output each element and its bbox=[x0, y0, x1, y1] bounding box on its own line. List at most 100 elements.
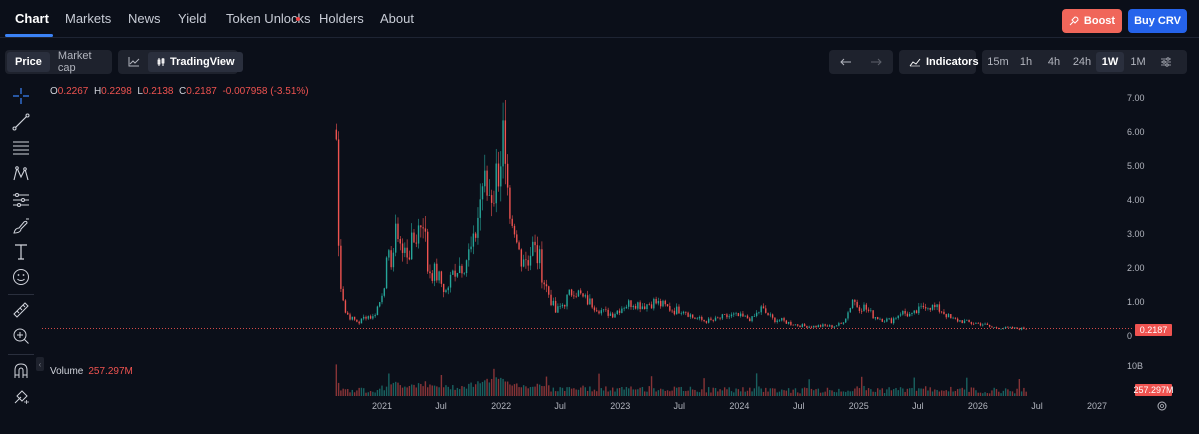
emoji-tool[interactable] bbox=[10, 266, 32, 288]
fib-tool[interactable] bbox=[10, 137, 32, 159]
candle-body bbox=[877, 317, 879, 320]
text-tool[interactable] bbox=[10, 241, 32, 263]
candle-body bbox=[888, 318, 890, 319]
candle-body bbox=[1016, 327, 1018, 329]
candle-body bbox=[463, 273, 465, 274]
scroll-right-button[interactable] bbox=[861, 52, 891, 72]
volume-bar bbox=[854, 388, 856, 396]
volume-bar bbox=[682, 390, 685, 396]
tab-chart[interactable]: Chart bbox=[15, 11, 49, 26]
settings-gear-icon[interactable] bbox=[1157, 401, 1167, 411]
candle-body bbox=[915, 310, 918, 314]
volume-bar bbox=[570, 388, 573, 396]
timeframe-15m[interactable]: 15m bbox=[987, 56, 1009, 68]
brush-tool[interactable] bbox=[10, 215, 32, 237]
candle-body bbox=[525, 259, 527, 261]
volume-bar bbox=[936, 389, 938, 396]
tab-holders[interactable]: Holders bbox=[319, 11, 364, 26]
timeframe-1w[interactable]: 1W bbox=[1096, 52, 1124, 72]
tab-news[interactable]: News bbox=[128, 11, 161, 26]
price-button[interactable]: Price bbox=[7, 52, 50, 72]
tab-markets[interactable]: Markets bbox=[65, 11, 112, 26]
tab-token-unlocks[interactable]: Token Unlocks bbox=[226, 11, 311, 26]
magnet-tool[interactable] bbox=[10, 360, 32, 382]
volume-bar bbox=[513, 384, 516, 396]
candle-body bbox=[723, 314, 726, 315]
change-value: -0.007958 (-3.51%) bbox=[222, 86, 309, 97]
volume-bar bbox=[1004, 388, 1007, 396]
volume-bar bbox=[477, 381, 479, 396]
volume-bar bbox=[545, 376, 548, 396]
volume-bar bbox=[516, 383, 518, 396]
collapse-toolbar-button[interactable]: ‹ bbox=[36, 357, 44, 371]
volume-bar bbox=[559, 387, 561, 396]
candle-body bbox=[682, 311, 685, 314]
candle-body bbox=[365, 316, 367, 319]
zoom-in-tool[interactable] bbox=[10, 325, 32, 347]
candle-body bbox=[826, 325, 829, 327]
candle-body bbox=[911, 312, 913, 314]
volume-bar bbox=[975, 390, 977, 396]
chart-settings-button[interactable] bbox=[1152, 52, 1180, 72]
scroll-left-button[interactable] bbox=[831, 52, 861, 72]
candle-body bbox=[404, 247, 406, 253]
candle-body bbox=[1014, 327, 1016, 329]
timeframe-4h[interactable]: 4h bbox=[1047, 56, 1061, 68]
volume-bar bbox=[945, 390, 947, 396]
candle-body bbox=[605, 309, 607, 311]
volume-bar bbox=[612, 387, 614, 396]
candle-body bbox=[856, 301, 858, 308]
candle-body bbox=[385, 257, 388, 289]
volume-bar bbox=[922, 388, 925, 396]
volume-bar bbox=[472, 386, 475, 396]
candle-body bbox=[440, 271, 443, 284]
tab-yield[interactable]: Yield bbox=[178, 11, 207, 26]
candle-body bbox=[1009, 327, 1011, 328]
indicators-button[interactable]: Indicators bbox=[901, 52, 987, 72]
volume-bar bbox=[454, 389, 456, 396]
timeframe-1m[interactable]: 1M bbox=[1130, 56, 1146, 68]
pattern-tool[interactable] bbox=[10, 163, 32, 185]
prediction-tool[interactable] bbox=[10, 189, 32, 211]
x-tick-label: Jul bbox=[435, 401, 447, 411]
buy-crv-button[interactable]: Buy CRV bbox=[1128, 9, 1187, 33]
timeframe-1h[interactable]: 1h bbox=[1019, 56, 1033, 68]
volume-bar bbox=[669, 391, 671, 396]
volume-bar bbox=[707, 387, 710, 396]
candle-body bbox=[936, 304, 938, 308]
candle-body bbox=[913, 310, 915, 313]
line-chart-button[interactable] bbox=[120, 52, 148, 72]
volume-bar bbox=[1025, 391, 1027, 396]
candle-body bbox=[442, 283, 445, 293]
volume-bar bbox=[474, 384, 477, 396]
volume-bar bbox=[979, 392, 982, 396]
boost-button[interactable]: Boost bbox=[1062, 9, 1122, 33]
lock-drawings-tool[interactable] bbox=[10, 386, 32, 408]
marketcap-button[interactable]: Market cap bbox=[57, 50, 92, 74]
volume-bar bbox=[566, 387, 568, 396]
volume-bar bbox=[440, 374, 443, 396]
volume-label: Volume bbox=[50, 366, 84, 377]
volume-bar bbox=[1018, 379, 1021, 396]
timeframe-24h[interactable]: 24h bbox=[1072, 56, 1092, 68]
volume-bar bbox=[961, 387, 963, 396]
candle-body bbox=[717, 317, 719, 319]
candle-body bbox=[639, 302, 641, 310]
candle-body bbox=[417, 225, 420, 244]
candle-body bbox=[863, 304, 865, 312]
volume-bar bbox=[410, 384, 413, 396]
volume-bar bbox=[568, 387, 571, 396]
volume-bar bbox=[771, 388, 774, 396]
volume-bar bbox=[447, 386, 449, 396]
candle-body bbox=[584, 295, 587, 297]
trendline-tool[interactable] bbox=[10, 111, 32, 133]
candle-body bbox=[1000, 328, 1002, 330]
volume-bar bbox=[438, 387, 440, 396]
price-chart[interactable]: 7.00 6.00 5.00 4.00 3.00 2.00 1.00 0 10B 2021 Jul… bbox=[42, 84, 1199, 414]
volume-bar bbox=[1009, 391, 1011, 396]
tradingview-button[interactable]: TradingView bbox=[148, 52, 243, 72]
prediction-icon bbox=[13, 193, 29, 207]
crosshair-tool[interactable] bbox=[10, 85, 32, 107]
tab-about[interactable]: About bbox=[380, 11, 414, 26]
ruler-tool[interactable] bbox=[10, 299, 32, 321]
